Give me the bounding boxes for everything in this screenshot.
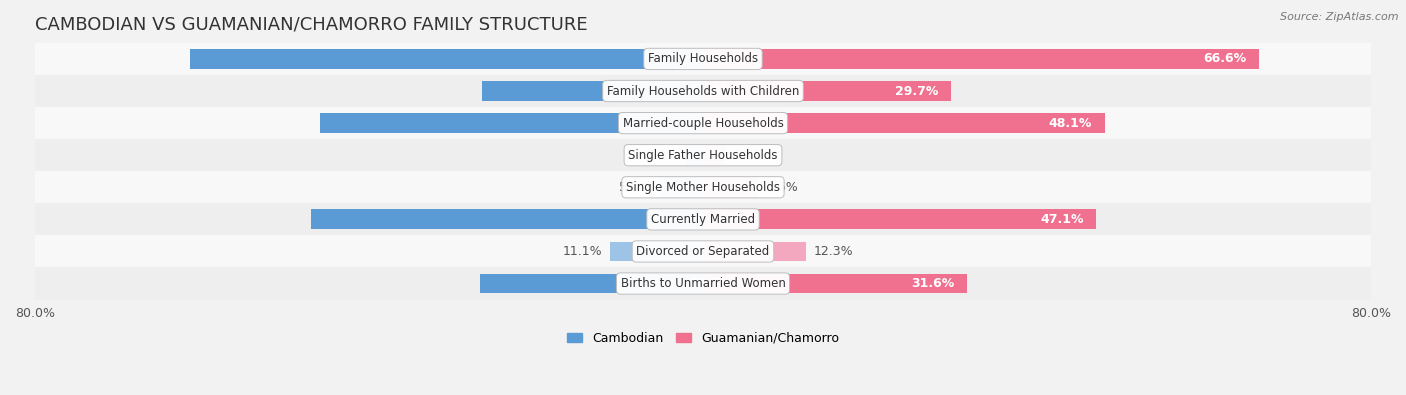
Text: 2.0%: 2.0% — [647, 149, 678, 162]
Text: 61.4%: 61.4% — [690, 53, 734, 66]
Bar — [659, 177, 703, 197]
Bar — [703, 49, 1260, 69]
Text: Single Mother Households: Single Mother Households — [626, 181, 780, 194]
Text: 47.0%: 47.0% — [690, 213, 734, 226]
Text: 26.7%: 26.7% — [690, 277, 734, 290]
Bar — [703, 81, 950, 101]
Text: 12.3%: 12.3% — [814, 245, 853, 258]
Bar — [479, 274, 703, 293]
Bar — [703, 113, 1105, 133]
Text: Married-couple Households: Married-couple Households — [623, 117, 783, 130]
Bar — [319, 113, 703, 133]
Text: Family Households with Children: Family Households with Children — [607, 85, 799, 98]
Bar — [610, 241, 703, 261]
Bar — [35, 43, 1371, 75]
Bar — [703, 274, 967, 293]
Text: Births to Unmarried Women: Births to Unmarried Women — [620, 277, 786, 290]
Bar — [703, 145, 724, 165]
Text: 29.7%: 29.7% — [896, 85, 938, 98]
Text: 5.3%: 5.3% — [619, 181, 651, 194]
Text: 31.6%: 31.6% — [911, 277, 955, 290]
Bar — [35, 107, 1371, 139]
Text: 2.6%: 2.6% — [733, 149, 765, 162]
Text: 26.5%: 26.5% — [690, 85, 734, 98]
Bar — [35, 171, 1371, 203]
Bar — [35, 267, 1371, 299]
Text: 11.1%: 11.1% — [562, 245, 602, 258]
Text: 45.9%: 45.9% — [690, 117, 734, 130]
Bar — [35, 75, 1371, 107]
Text: CAMBODIAN VS GUAMANIAN/CHAMORRO FAMILY STRUCTURE: CAMBODIAN VS GUAMANIAN/CHAMORRO FAMILY S… — [35, 15, 588, 33]
Bar — [703, 177, 758, 197]
Text: Source: ZipAtlas.com: Source: ZipAtlas.com — [1281, 12, 1399, 22]
Bar — [35, 139, 1371, 171]
Text: 6.6%: 6.6% — [766, 181, 799, 194]
Bar — [703, 241, 806, 261]
Bar — [482, 81, 703, 101]
Text: Single Father Households: Single Father Households — [628, 149, 778, 162]
Bar — [703, 209, 1097, 229]
Text: Family Households: Family Households — [648, 53, 758, 66]
Text: Currently Married: Currently Married — [651, 213, 755, 226]
Text: Divorced or Separated: Divorced or Separated — [637, 245, 769, 258]
Bar — [686, 145, 703, 165]
Legend: Cambodian, Guamanian/Chamorro: Cambodian, Guamanian/Chamorro — [562, 327, 844, 350]
Bar — [311, 209, 703, 229]
Text: 47.1%: 47.1% — [1040, 213, 1084, 226]
Bar — [190, 49, 703, 69]
Text: 48.1%: 48.1% — [1049, 117, 1092, 130]
Bar — [35, 235, 1371, 267]
Bar — [35, 203, 1371, 235]
Text: 66.6%: 66.6% — [1204, 53, 1247, 66]
